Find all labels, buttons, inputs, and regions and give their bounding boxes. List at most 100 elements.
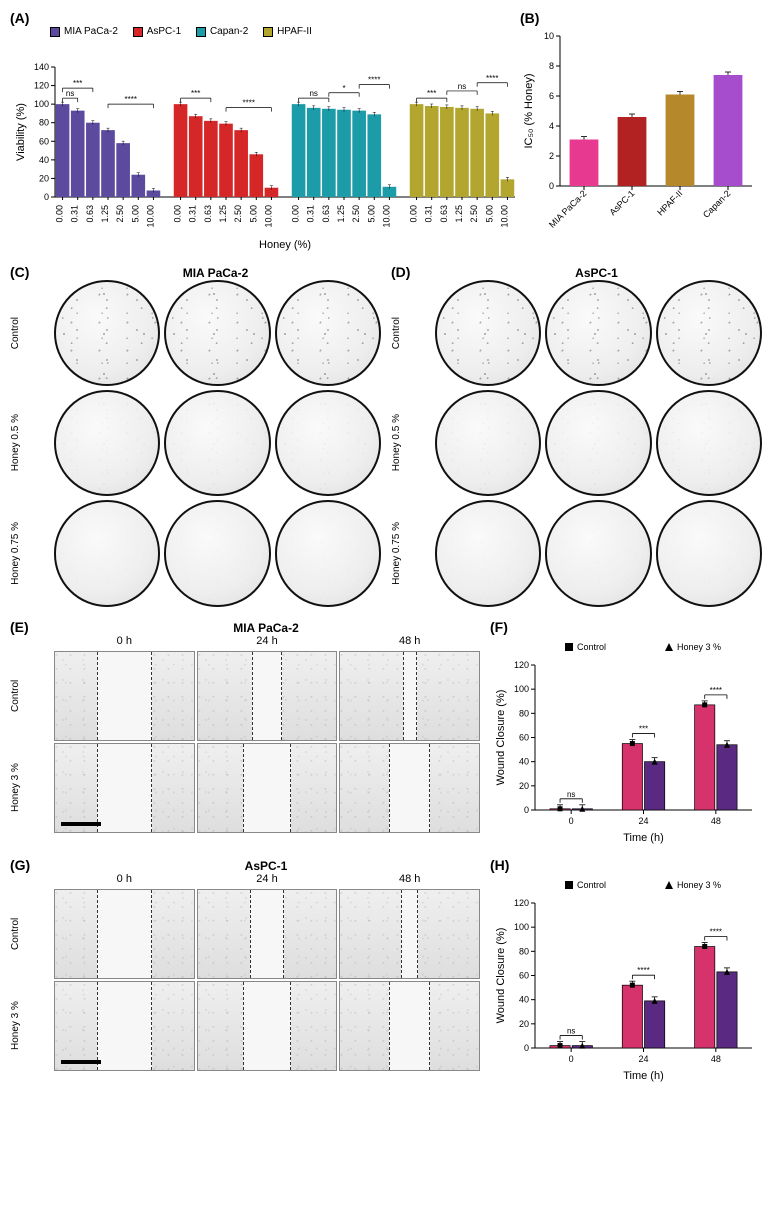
svg-text:20: 20 [519,780,529,790]
scratch-image [197,889,338,979]
svg-text:100: 100 [514,684,529,694]
panel-e-label: (E) [10,619,52,635]
svg-text:120: 120 [34,80,49,90]
plate-row-label: Control [391,317,431,349]
panel-e-scratch: 0 h24 h48 hControlHoney 3 % [10,635,480,833]
panel-g-title: AsPC-1 [52,859,480,873]
scratch-image [197,743,338,833]
svg-text:****: **** [242,98,254,107]
svg-text:10.00: 10.00 [263,205,273,228]
panel-f: (F) ControlHoney 3 %020406080100120Wound… [490,619,762,845]
scratch-col-header: 0 h [54,873,195,887]
plate-row-label: Honey 0.75 % [10,522,50,585]
well [435,390,541,496]
svg-text:100: 100 [34,99,49,109]
svg-text:120: 120 [514,898,529,908]
scratch-row-label: Honey 3 % [10,743,52,833]
svg-text:Capan-2: Capan-2 [701,188,732,219]
scratch-image [54,743,195,833]
svg-text:Wound Closure (%): Wound Closure (%) [495,927,507,1023]
svg-text:2: 2 [549,151,554,161]
svg-text:60: 60 [519,970,529,980]
svg-text:20: 20 [519,1018,529,1028]
well [656,390,762,496]
svg-text:40: 40 [519,756,529,766]
well [275,500,381,606]
svg-text:0.31: 0.31 [188,205,198,223]
svg-text:40: 40 [519,994,529,1004]
svg-text:60: 60 [519,732,529,742]
svg-text:Time (h): Time (h) [623,832,664,844]
scale-bar [61,822,101,826]
legend-mia: MIA PaCa-2 [50,26,118,37]
well [275,280,381,386]
svg-text:0.00: 0.00 [291,205,301,223]
svg-text:AsPC-1: AsPC-1 [607,188,636,217]
svg-text:0: 0 [44,192,49,202]
row-gh: (G) AsPC-1 0 h24 h48 hControlHoney 3 % (… [10,857,762,1083]
svg-text:10.00: 10.00 [381,205,391,228]
scratch-col-header: 0 h [54,635,195,649]
svg-text:48: 48 [711,816,721,826]
scratch-col-header: 24 h [197,635,338,649]
well [54,500,160,606]
panel-e-title: MIA PaCa-2 [52,621,480,635]
svg-text:0: 0 [569,1054,574,1064]
scratch-image [54,651,195,741]
svg-text:Time (h): Time (h) [623,1070,664,1082]
well [275,390,381,496]
svg-text:2.50: 2.50 [115,205,125,223]
svg-text:Honey 3 %: Honey 3 % [677,642,721,652]
panel-b-chart: 0246810IC₅₀ (% Honey)MIA PaCa-2AsPC-1HPA… [520,26,762,251]
svg-text:MIA PaCa-2: MIA PaCa-2 [547,188,588,229]
svg-text:ns: ns [567,1026,575,1035]
row-cd: (C) MIA PaCa-2 ControlHoney 0.5 %Honey 0… [10,264,762,607]
svg-text:140: 140 [34,62,49,72]
svg-text:24: 24 [638,1054,648,1064]
plate-row-label: Control [10,317,50,349]
panel-g-scratch: 0 h24 h48 hControlHoney 3 % [10,873,480,1071]
legend-aspc: AsPC-1 [133,26,181,37]
svg-text:1.25: 1.25 [100,205,110,223]
scratch-col-header: 24 h [197,873,338,887]
panel-h-label: (H) [490,857,762,873]
svg-text:****: **** [637,966,649,975]
svg-text:48: 48 [711,1054,721,1064]
svg-text:10.00: 10.00 [145,205,155,228]
svg-text:ns: ns [309,89,317,98]
svg-text:5.00: 5.00 [248,204,258,222]
svg-text:80: 80 [519,708,529,718]
well [545,280,651,386]
well [164,500,270,606]
svg-text:Honey 3 %: Honey 3 % [677,880,721,890]
svg-text:***: *** [639,724,648,733]
svg-text:20: 20 [39,173,49,183]
svg-text:****: **** [710,685,722,694]
svg-text:60: 60 [39,136,49,146]
panel-d-label: (D) [391,264,431,280]
svg-text:***: *** [73,79,82,88]
svg-text:Wound Closure (%): Wound Closure (%) [495,689,507,785]
panel-g: (G) AsPC-1 0 h24 h48 hControlHoney 3 % [10,857,480,1083]
legend-capan: Capan-2 [196,26,248,37]
svg-text:0.31: 0.31 [424,205,434,223]
svg-text:****: **** [124,95,136,104]
svg-text:Viability (%): Viability (%) [15,103,27,161]
panel-f-label: (F) [490,619,762,635]
svg-text:0.63: 0.63 [439,205,449,223]
svg-text:8: 8 [549,61,554,71]
svg-text:24: 24 [638,816,648,826]
scratch-image [54,981,195,1071]
svg-text:1.25: 1.25 [336,205,346,223]
well [656,500,762,606]
svg-text:****: **** [486,73,498,82]
scratch-row-label: Control [10,889,52,979]
svg-text:***: *** [191,89,200,98]
well [435,500,541,606]
svg-text:0.31: 0.31 [70,205,80,223]
svg-text:4: 4 [549,121,554,131]
scratch-image [197,651,338,741]
panel-a-chart: 020406080100120140Viability (%)0.000.310… [10,42,520,252]
svg-text:****: **** [368,75,380,84]
panel-c: (C) MIA PaCa-2 ControlHoney 0.5 %Honey 0… [10,264,381,607]
